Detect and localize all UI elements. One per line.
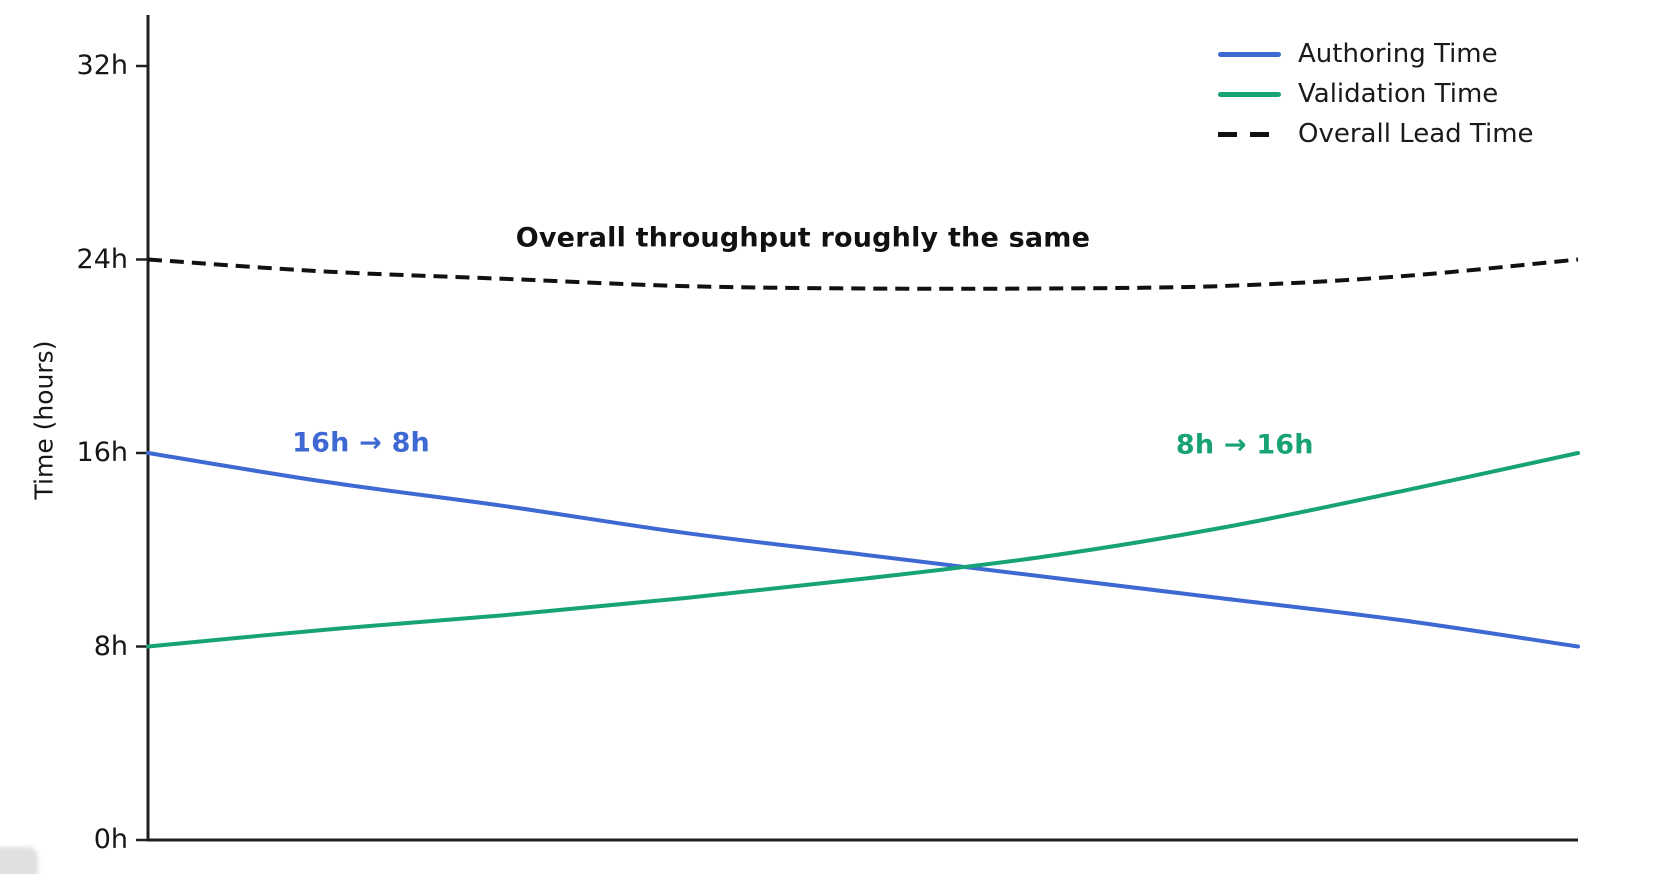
- legend-item-validation-time: Validation Time: [1218, 74, 1534, 114]
- authoring-time-legend-label: Authoring Time: [1298, 39, 1498, 69]
- y-tick-label-32h: 32h: [76, 50, 128, 81]
- validation-time-legend-label: Validation Time: [1298, 79, 1499, 109]
- y-axis-label: Time (hours): [29, 340, 59, 500]
- overall-lead-time-legend-label: Overall Lead Time: [1298, 119, 1534, 149]
- legend-item-overall-lead-time: Overall Lead Time: [1218, 114, 1534, 154]
- overall-lead-time-legend-swatch: [1218, 131, 1281, 137]
- validation-time-legend-swatch: [1218, 91, 1281, 97]
- y-tick-label-16h: 16h: [76, 437, 128, 468]
- authoring-time-line: [146, 451, 1580, 649]
- overall-lead-time-line: [147, 257, 1579, 291]
- annotation-overall-throughput-roughly-the-same: Overall throughput roughly the same: [515, 222, 1091, 254]
- corner-watermark-blob: [0, 847, 38, 874]
- validation-time-line: [146, 451, 1580, 649]
- y-tick-label-8h: 8h: [93, 630, 128, 662]
- chart-legend: Authoring Time Validation Time Overall Lea…: [1218, 34, 1534, 154]
- annotation-8h-16h: 8h → 16h: [1175, 429, 1314, 461]
- annotation-16h-8h: 16h → 8h: [292, 427, 430, 459]
- y-tick-label-24h: 24h: [76, 243, 128, 275]
- authoring-time-legend-swatch: [1218, 51, 1281, 57]
- y-tick-label-0h: 0h: [93, 824, 128, 855]
- legend-item-authoring-time: Authoring Time: [1218, 34, 1534, 74]
